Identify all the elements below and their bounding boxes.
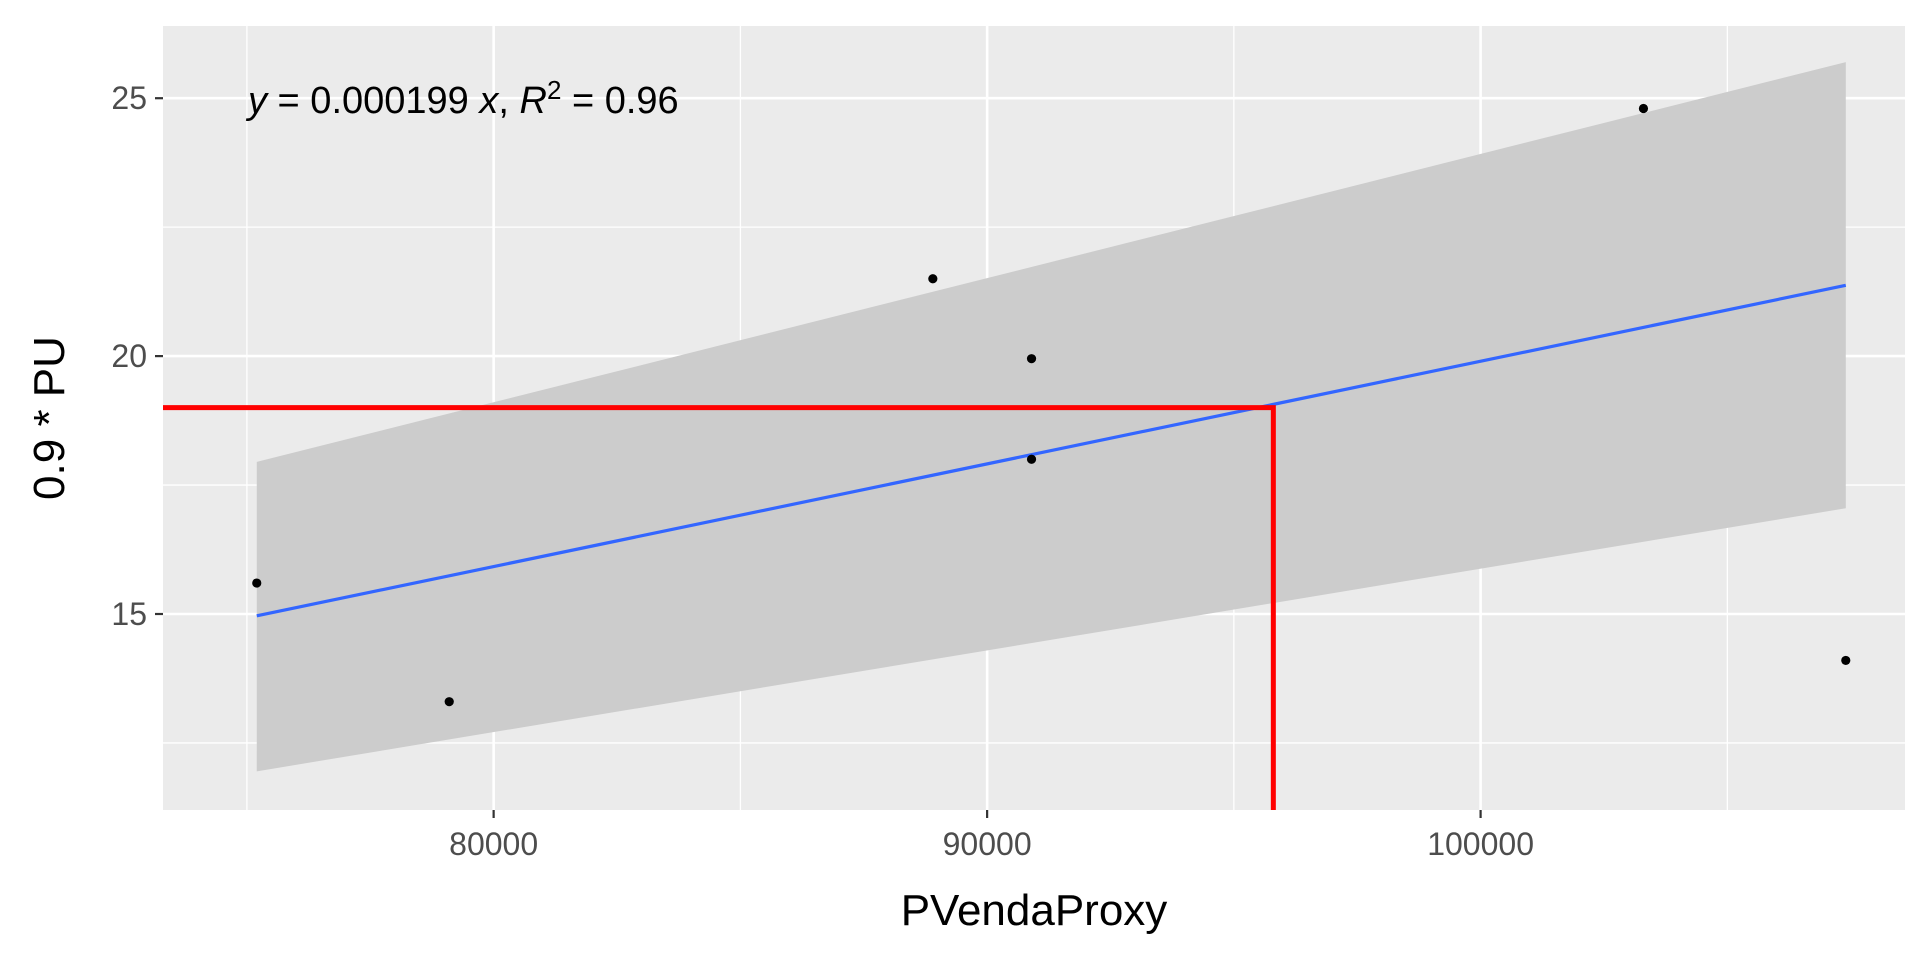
- y-axis-title: 0.9 * PU: [25, 336, 74, 500]
- data-points: [252, 103, 1851, 707]
- data-point: [1026, 454, 1037, 464]
- x-tick-label: 80000: [449, 826, 538, 862]
- y-tick-label: 25: [111, 80, 147, 116]
- reference-lines: [163, 405, 1276, 810]
- data-point: [1841, 655, 1851, 666]
- data-point: [1026, 354, 1037, 364]
- y-tick-label: 20: [111, 338, 147, 374]
- x-tick-label: 90000: [943, 826, 1032, 862]
- y-tick-label: 15: [111, 596, 147, 632]
- data-point: [252, 578, 262, 588]
- confidence-band: [256, 62, 1846, 772]
- regression-annotation: y = 0.000199 x, R2 = 0.96: [245, 75, 679, 122]
- x-axis-title: PVendaProxy: [901, 886, 1168, 935]
- y-axis: 15 20 25: [111, 80, 163, 632]
- data-point: [1638, 103, 1649, 114]
- x-axis: 80000 90000 100000: [449, 810, 1534, 862]
- data-point: [444, 697, 454, 707]
- x-tick-label: 100000: [1427, 826, 1534, 862]
- regression-line: [256, 283, 1847, 618]
- data-point: [928, 274, 938, 284]
